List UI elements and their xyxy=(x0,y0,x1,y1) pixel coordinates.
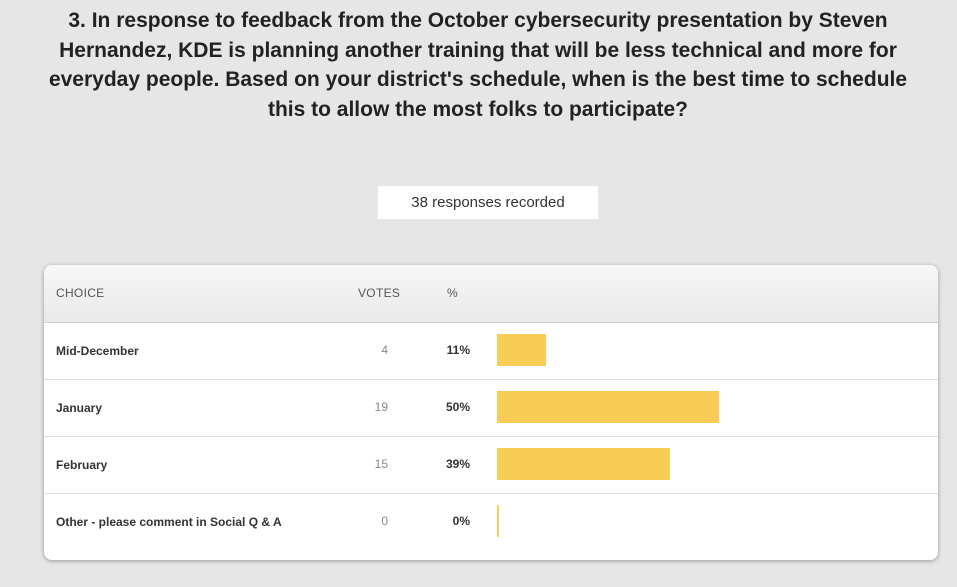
bar xyxy=(497,334,546,366)
choice-label: January xyxy=(56,400,103,415)
percent-label: 0% xyxy=(452,514,470,528)
result-row: Mid-December 4 11% xyxy=(44,322,938,380)
header-row: CHOICE VOTES % xyxy=(44,265,938,323)
response-count: 38 responses recorded xyxy=(378,186,598,219)
column-header: VOTES xyxy=(358,286,401,300)
percent-label: 50% xyxy=(445,400,470,414)
column-header: CHOICE xyxy=(56,286,105,300)
vote-count: 19 xyxy=(374,400,388,414)
vote-count: 4 xyxy=(381,343,388,357)
result-row: January 19 50% xyxy=(44,379,938,437)
choice-label: February xyxy=(56,457,108,472)
column-header: % xyxy=(447,286,458,300)
percent-label: 39% xyxy=(445,457,470,471)
percent-label: 11% xyxy=(446,343,470,357)
question-title: 3. In response to feedback from the Octo… xyxy=(48,9,908,121)
choice-label: Mid-December xyxy=(56,343,139,358)
bar xyxy=(497,505,499,537)
bar xyxy=(497,391,719,423)
result-row: February 15 39% xyxy=(44,436,938,494)
bar xyxy=(497,448,671,480)
vote-count: 15 xyxy=(374,457,388,471)
result-row: Other - please comment in Social Q & A 0 0… xyxy=(44,493,938,550)
vote-count: 0 xyxy=(381,514,388,528)
results-panel: CHOICE VOTES % Mid-December 4 11% January 19… xyxy=(44,265,938,560)
choice-label: Other - please comment in Social Q & A xyxy=(56,514,282,529)
